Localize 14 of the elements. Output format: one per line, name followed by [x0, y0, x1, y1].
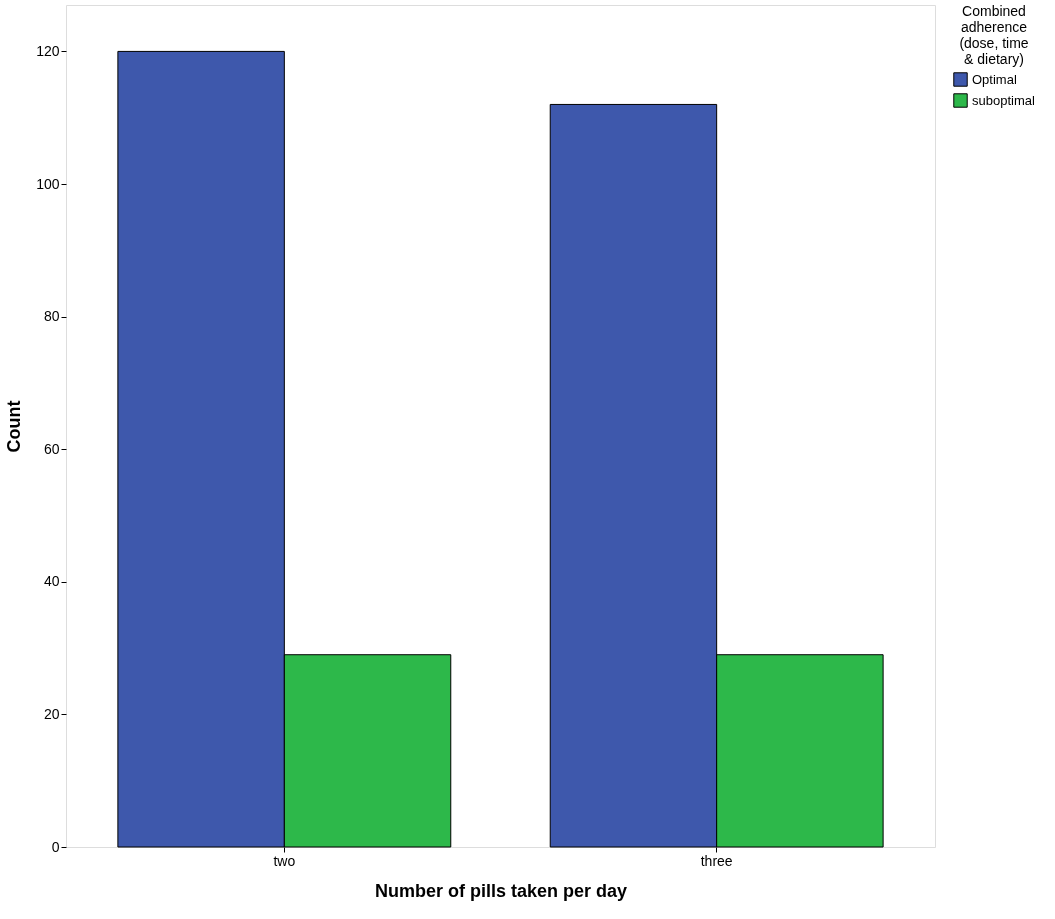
x-tick-label: two	[273, 852, 296, 869]
y-tick-label: 20	[43, 705, 60, 722]
y-tick-label: 100	[36, 175, 60, 192]
x-tick-label: three	[700, 852, 733, 869]
legend-title: Combined adherence (dose, time & dietary)	[959, 3, 1029, 67]
y-tick-label: 60	[43, 440, 60, 457]
y-tick-label: 80	[43, 308, 60, 325]
x-axis-title: Number of pills taken per day	[374, 880, 628, 901]
y-axis-title: Count	[4, 400, 25, 453]
y-tick-label: 120	[36, 42, 60, 59]
legend-label: Optimal	[972, 71, 1017, 87]
y-tick-label: 40	[43, 573, 60, 590]
legend-label: suboptimal	[972, 92, 1035, 108]
y-tick-label: 0	[51, 838, 60, 855]
